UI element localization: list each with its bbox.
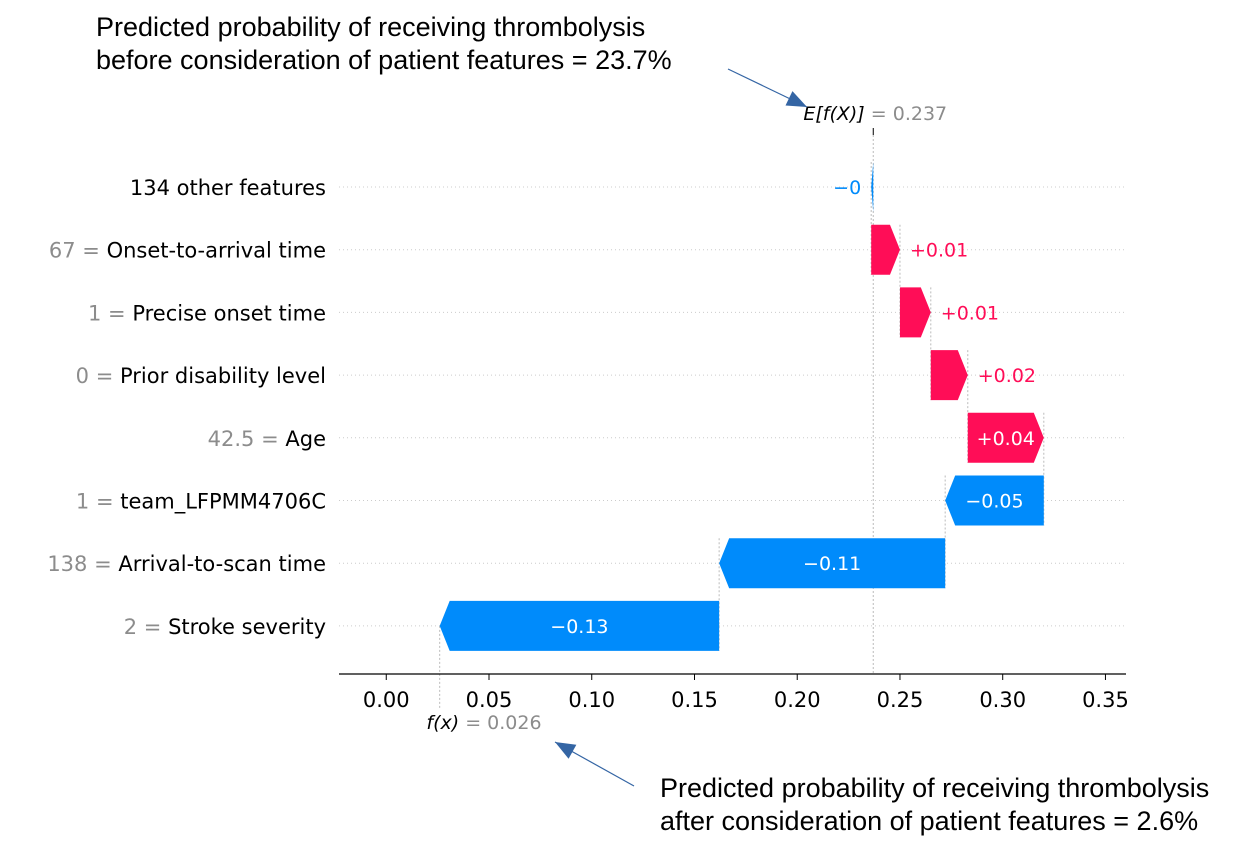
bar-value-label: −0.11 [803, 553, 861, 575]
bar-value-label: +0.02 [978, 365, 1036, 387]
annotation-bottom: Predicted probability of receiving throm… [660, 772, 1209, 838]
bar-value-label: −0.05 [965, 491, 1023, 513]
x-tick-label: 0.15 [671, 688, 718, 712]
bar-value-label: −0 [833, 177, 861, 199]
x-tick-label: 0.10 [568, 688, 615, 712]
bar-value-label: +0.04 [977, 428, 1035, 450]
x-tick-label: 0.35 [1082, 688, 1129, 712]
feature-label: 42.5 = Age [208, 427, 326, 451]
feature-name: Arrival-to-scan time [118, 552, 326, 576]
feature-value: 1 = [88, 301, 132, 325]
waterfall-bar [719, 538, 946, 589]
bar-value-label: −0.13 [550, 616, 608, 638]
x-tick-label: 0.20 [774, 688, 821, 712]
final-value-label: f(x) = 0.026 [426, 712, 541, 734]
feature-label: 1 = Precise onset time [88, 301, 326, 325]
waterfall-bar [439, 600, 720, 651]
feature-label: 1 = team_LFPMM4706C [76, 490, 326, 515]
annotation-bottom-line2: after consideration of patient features … [660, 806, 1199, 836]
feature-label: 2 = Stroke severity [124, 615, 326, 639]
final-value-text: = 0.026 [465, 712, 541, 734]
waterfall-bar [945, 475, 1044, 526]
feature-name: Prior disability level [120, 364, 326, 388]
base-value-label: E[f(X)] = 0.237 [803, 103, 947, 125]
feature-name: 134 other features [130, 176, 326, 200]
base-value-name: E[f(X)] [803, 103, 870, 125]
feature-name: Stroke severity [168, 615, 326, 639]
feature-value: 1 = [76, 490, 120, 514]
annotation-bottom-line1: Predicted probability of receiving throm… [660, 773, 1210, 803]
feature-value: 0 = [76, 364, 120, 388]
x-tick-label: 0.00 [363, 688, 410, 712]
final-value-name: f(x) [426, 712, 465, 734]
annotation-top-line1: Predicted probability of receiving throm… [96, 12, 646, 42]
annotation-top-line2: before consideration of patient features… [96, 45, 672, 75]
waterfall-bar [871, 162, 874, 212]
x-tick-label: 0.30 [979, 688, 1026, 712]
x-tick-label: 0.25 [877, 688, 924, 712]
bar-value-label: +0.01 [910, 240, 968, 262]
annotation-arrow-bottom-head [555, 742, 577, 759]
feature-name: Onset-to-arrival time [107, 239, 326, 263]
waterfall-bar [871, 224, 900, 275]
annotation-arrow-top-head [785, 91, 807, 107]
feature-value: 42.5 = [208, 427, 286, 451]
feature-value: 138 = [47, 552, 118, 576]
feature-label: 134 other features [130, 176, 326, 200]
feature-label: 0 = Prior disability level [76, 364, 326, 388]
waterfall-bar [930, 350, 968, 401]
bar-value-label: +0.01 [941, 302, 999, 324]
feature-name: team_LFPMM4706C [120, 490, 326, 515]
feature-name: Age [285, 427, 326, 451]
feature-value: 2 = [124, 615, 168, 639]
feature-value: 67 = [49, 239, 107, 263]
annotation-top: Predicted probability of receiving throm… [96, 11, 672, 77]
base-value-text: = 0.237 [871, 103, 947, 125]
feature-label: 138 = Arrival-to-scan time [47, 552, 326, 576]
waterfall-bar [967, 412, 1044, 463]
waterfall-bar [899, 287, 931, 338]
feature-label: 67 = Onset-to-arrival time [49, 239, 326, 263]
feature-name: Precise onset time [132, 301, 326, 325]
x-tick-label: 0.05 [466, 688, 513, 712]
